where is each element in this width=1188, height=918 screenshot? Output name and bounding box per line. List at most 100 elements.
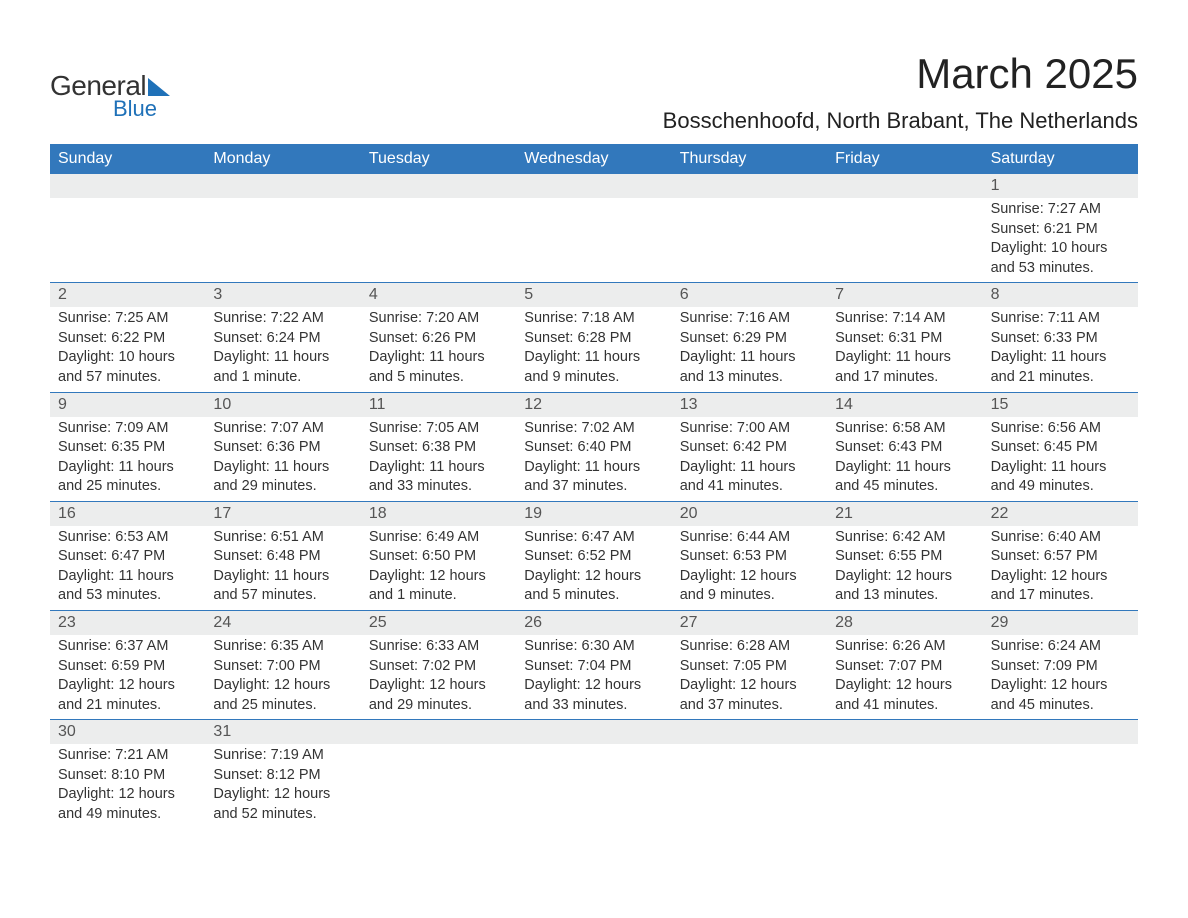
- daylight-text: Daylight: 12 hours and 45 minutes.: [991, 676, 1130, 715]
- calendar-header-row: Sunday Monday Tuesday Wednesday Thursday…: [50, 144, 1138, 174]
- day-cell: [672, 174, 827, 282]
- sunrise-text: Sunrise: 6:30 AM: [524, 637, 663, 657]
- sunset-text: Sunset: 7:09 PM: [991, 657, 1130, 677]
- day-details: Sunrise: 6:33 AMSunset: 7:02 PMDaylight:…: [361, 635, 516, 719]
- sunset-text: Sunset: 6:35 PM: [58, 438, 197, 458]
- day-cell: 2Sunrise: 7:25 AMSunset: 6:22 PMDaylight…: [50, 283, 205, 391]
- day-details: Sunrise: 7:19 AMSunset: 8:12 PMDaylight:…: [205, 744, 360, 828]
- day-number: 11: [361, 393, 516, 417]
- day-details: [361, 198, 516, 204]
- sunrise-text: Sunrise: 7:09 AM: [58, 419, 197, 439]
- sunset-text: Sunset: 6:42 PM: [680, 438, 819, 458]
- day-number: 3: [205, 283, 360, 307]
- sunset-text: Sunset: 6:59 PM: [58, 657, 197, 677]
- calendar: Sunday Monday Tuesday Wednesday Thursday…: [50, 144, 1138, 829]
- day-details: Sunrise: 6:56 AMSunset: 6:45 PMDaylight:…: [983, 417, 1138, 501]
- sunset-text: Sunset: 6:26 PM: [369, 329, 508, 349]
- day-details: Sunrise: 6:35 AMSunset: 7:00 PMDaylight:…: [205, 635, 360, 719]
- sunset-text: Sunset: 6:45 PM: [991, 438, 1130, 458]
- day-number: 10: [205, 393, 360, 417]
- month-title: March 2025: [663, 50, 1138, 98]
- sunrise-text: Sunrise: 7:05 AM: [369, 419, 508, 439]
- day-details: [827, 744, 982, 750]
- day-number: 4: [361, 283, 516, 307]
- sunset-text: Sunset: 6:36 PM: [213, 438, 352, 458]
- day-cell: 13Sunrise: 7:00 AMSunset: 6:42 PMDayligh…: [672, 393, 827, 501]
- calendar-week-row: 30Sunrise: 7:21 AMSunset: 8:10 PMDayligh…: [50, 719, 1138, 828]
- day-number: 30: [50, 720, 205, 744]
- daylight-text: Daylight: 12 hours and 33 minutes.: [524, 676, 663, 715]
- calendar-week-row: 23Sunrise: 6:37 AMSunset: 6:59 PMDayligh…: [50, 610, 1138, 719]
- sunset-text: Sunset: 6:40 PM: [524, 438, 663, 458]
- logo: General Blue: [50, 50, 170, 122]
- day-cell: 21Sunrise: 6:42 AMSunset: 6:55 PMDayligh…: [827, 502, 982, 610]
- day-cell: 24Sunrise: 6:35 AMSunset: 7:00 PMDayligh…: [205, 611, 360, 719]
- day-details: Sunrise: 7:02 AMSunset: 6:40 PMDaylight:…: [516, 417, 671, 501]
- day-number-empty: [983, 720, 1138, 744]
- day-cell: 20Sunrise: 6:44 AMSunset: 6:53 PMDayligh…: [672, 502, 827, 610]
- daylight-text: Daylight: 10 hours and 57 minutes.: [58, 348, 197, 387]
- day-details: Sunrise: 6:58 AMSunset: 6:43 PMDaylight:…: [827, 417, 982, 501]
- sunrise-text: Sunrise: 6:42 AM: [835, 528, 974, 548]
- day-cell: 22Sunrise: 6:40 AMSunset: 6:57 PMDayligh…: [983, 502, 1138, 610]
- day-number: 27: [672, 611, 827, 635]
- sunset-text: Sunset: 7:07 PM: [835, 657, 974, 677]
- day-number: 9: [50, 393, 205, 417]
- day-cell: 7Sunrise: 7:14 AMSunset: 6:31 PMDaylight…: [827, 283, 982, 391]
- sunset-text: Sunset: 6:43 PM: [835, 438, 974, 458]
- day-number: 20: [672, 502, 827, 526]
- daylight-text: Daylight: 11 hours and 57 minutes.: [213, 567, 352, 606]
- day-number: 28: [827, 611, 982, 635]
- day-cell: 3Sunrise: 7:22 AMSunset: 6:24 PMDaylight…: [205, 283, 360, 391]
- daylight-text: Daylight: 11 hours and 1 minute.: [213, 348, 352, 387]
- day-number: 12: [516, 393, 671, 417]
- day-cell: [361, 720, 516, 828]
- sunset-text: Sunset: 7:05 PM: [680, 657, 819, 677]
- day-cell: [672, 720, 827, 828]
- day-cell: [983, 720, 1138, 828]
- daylight-text: Daylight: 12 hours and 1 minute.: [369, 567, 508, 606]
- sunrise-text: Sunrise: 6:49 AM: [369, 528, 508, 548]
- daylight-text: Daylight: 11 hours and 45 minutes.: [835, 458, 974, 497]
- daylight-text: Daylight: 12 hours and 13 minutes.: [835, 567, 974, 606]
- day-number-empty: [827, 720, 982, 744]
- day-cell: 14Sunrise: 6:58 AMSunset: 6:43 PMDayligh…: [827, 393, 982, 501]
- daylight-text: Daylight: 12 hours and 41 minutes.: [835, 676, 974, 715]
- day-details: Sunrise: 6:40 AMSunset: 6:57 PMDaylight:…: [983, 526, 1138, 610]
- day-details: Sunrise: 6:42 AMSunset: 6:55 PMDaylight:…: [827, 526, 982, 610]
- sunset-text: Sunset: 6:38 PM: [369, 438, 508, 458]
- sunrise-text: Sunrise: 6:37 AM: [58, 637, 197, 657]
- day-number: 13: [672, 393, 827, 417]
- sunset-text: Sunset: 6:55 PM: [835, 547, 974, 567]
- day-cell: 10Sunrise: 7:07 AMSunset: 6:36 PMDayligh…: [205, 393, 360, 501]
- day-number: 21: [827, 502, 982, 526]
- day-cell: 26Sunrise: 6:30 AMSunset: 7:04 PMDayligh…: [516, 611, 671, 719]
- sunset-text: Sunset: 6:29 PM: [680, 329, 819, 349]
- day-number-empty: [672, 720, 827, 744]
- day-details: Sunrise: 6:51 AMSunset: 6:48 PMDaylight:…: [205, 526, 360, 610]
- sunset-text: Sunset: 7:04 PM: [524, 657, 663, 677]
- sunrise-text: Sunrise: 6:47 AM: [524, 528, 663, 548]
- daylight-text: Daylight: 11 hours and 9 minutes.: [524, 348, 663, 387]
- sunrise-text: Sunrise: 7:11 AM: [991, 309, 1130, 329]
- day-cell: 17Sunrise: 6:51 AMSunset: 6:48 PMDayligh…: [205, 502, 360, 610]
- weekday-label: Thursday: [672, 144, 827, 174]
- sunrise-text: Sunrise: 7:20 AM: [369, 309, 508, 329]
- weekday-label: Tuesday: [361, 144, 516, 174]
- logo-triangle-icon: [148, 78, 170, 96]
- daylight-text: Daylight: 11 hours and 13 minutes.: [680, 348, 819, 387]
- sunrise-text: Sunrise: 7:07 AM: [213, 419, 352, 439]
- day-number: 19: [516, 502, 671, 526]
- daylight-text: Daylight: 11 hours and 53 minutes.: [58, 567, 197, 606]
- daylight-text: Daylight: 10 hours and 53 minutes.: [991, 239, 1130, 278]
- day-cell: 15Sunrise: 6:56 AMSunset: 6:45 PMDayligh…: [983, 393, 1138, 501]
- calendar-week-row: 9Sunrise: 7:09 AMSunset: 6:35 PM Daylight…: [50, 392, 1138, 501]
- sunset-text: Sunset: 6:57 PM: [991, 547, 1130, 567]
- day-cell: 25Sunrise: 6:33 AMSunset: 7:02 PMDayligh…: [361, 611, 516, 719]
- day-details: Sunrise: 7:21 AMSunset: 8:10 PMDaylight:…: [50, 744, 205, 828]
- daylight-text: Daylight: 12 hours and 25 minutes.: [213, 676, 352, 715]
- day-cell: [516, 720, 671, 828]
- sunrise-text: Sunrise: 6:40 AM: [991, 528, 1130, 548]
- daylight-text: Daylight: 12 hours and 21 minutes.: [58, 676, 197, 715]
- sunset-text: Sunset: 6:31 PM: [835, 329, 974, 349]
